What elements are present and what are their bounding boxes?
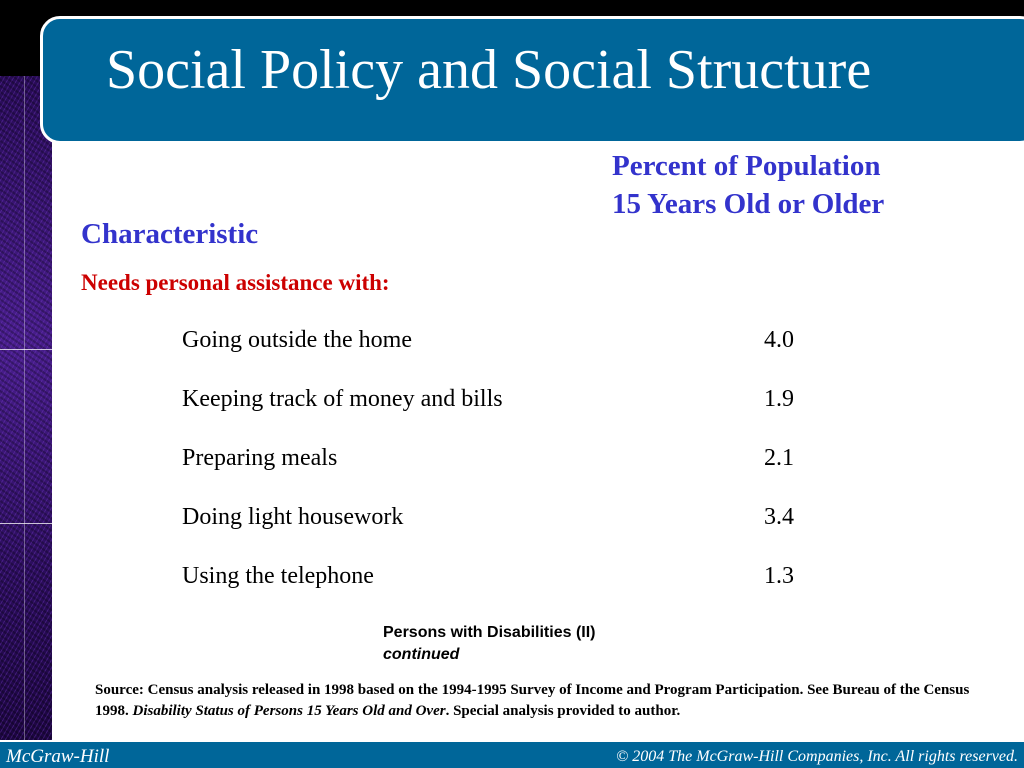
column-header-line: Percent of Population — [612, 150, 881, 182]
table-row: Keeping track of money and bills 1.9 — [0, 386, 1024, 445]
source-note: Source: Census analysis released in 1998… — [95, 680, 1005, 722]
left-decorative-strip — [0, 76, 52, 740]
footer-copyright: © 2004 The McGraw-Hill Companies, Inc. A… — [616, 748, 1018, 765]
source-publication-title: Disability Status of Persons 15 Years Ol… — [132, 703, 446, 719]
table-caption: Persons with Disabilities (II) continued — [383, 622, 596, 666]
row-label: Preparing meals — [182, 445, 338, 471]
slide-title: Social Policy and Social Structure — [106, 39, 872, 101]
row-value: 4.0 — [764, 327, 794, 353]
row-value: 1.9 — [764, 386, 794, 412]
source-text: Source: Census analysis released in 1998… — [95, 682, 970, 719]
source-text-end: . Special analysis provided to author. — [445, 703, 681, 719]
row-value: 1.3 — [764, 563, 794, 589]
footer-bar: McGraw-Hill © 2004 The McGraw-Hill Compa… — [0, 740, 1024, 768]
table-row: Doing light housework 3.4 — [0, 504, 1024, 563]
column-header: Percent of Population 15 Years Old or Ol… — [612, 147, 884, 223]
row-label: Keeping track of money and bills — [182, 386, 503, 412]
column-header-line: 15 Years Old or Older — [612, 188, 885, 220]
table-row: Using the telephone 1.3 — [0, 563, 1024, 622]
section-label: Needs personal assistance with: — [81, 270, 390, 295]
title-band — [40, 16, 1024, 144]
caption-title: Persons with Disabilities (II) — [383, 624, 596, 641]
strip-grid-line — [0, 523, 52, 524]
data-table: Going outside the home 4.0 Keeping track… — [0, 327, 1024, 622]
strip-grid-line — [0, 349, 52, 350]
caption-continued: continued — [383, 646, 460, 663]
row-header: Characteristic — [81, 218, 259, 250]
row-label: Going outside the home — [182, 327, 412, 353]
row-label: Doing light housework — [182, 504, 404, 530]
row-value: 3.4 — [764, 504, 794, 530]
table-row: Preparing meals 2.1 — [0, 445, 1024, 504]
row-value: 2.1 — [764, 445, 794, 471]
row-label: Using the telephone — [182, 563, 374, 589]
table-row: Going outside the home 4.0 — [0, 327, 1024, 386]
strip-divider-line — [24, 76, 25, 740]
footer-publisher: McGraw-Hill — [6, 746, 110, 767]
